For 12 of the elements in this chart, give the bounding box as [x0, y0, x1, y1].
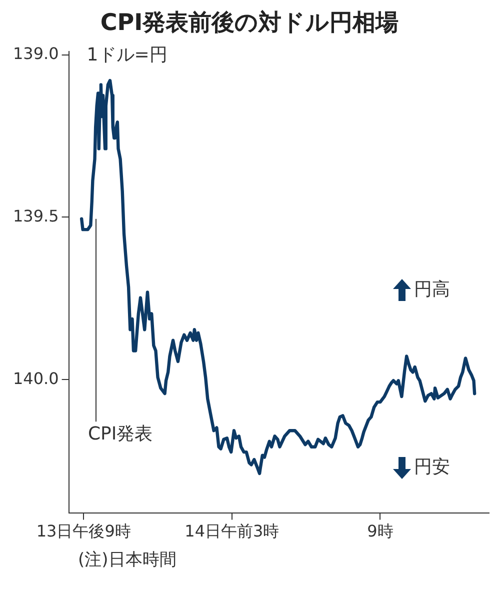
chart-title: CPI発表前後の対ドル円相場	[100, 8, 399, 36]
annotation: 円高	[414, 278, 450, 300]
ref-line-label: CPI発表	[88, 423, 153, 444]
text: (注)日本時間	[78, 549, 176, 571]
x-tick-label: 13日午後9時	[36, 522, 131, 541]
y-tick-label: 140.0	[12, 368, 59, 388]
y-tick-label: 139.0	[12, 44, 59, 64]
annotation: 1ドル=円	[86, 44, 168, 66]
annotation: 円安	[414, 456, 450, 478]
y-tick-label: 139.5	[12, 206, 59, 226]
x-tick-label: 14日午前3時	[184, 522, 280, 541]
x-tick-label: 9時	[367, 522, 394, 541]
